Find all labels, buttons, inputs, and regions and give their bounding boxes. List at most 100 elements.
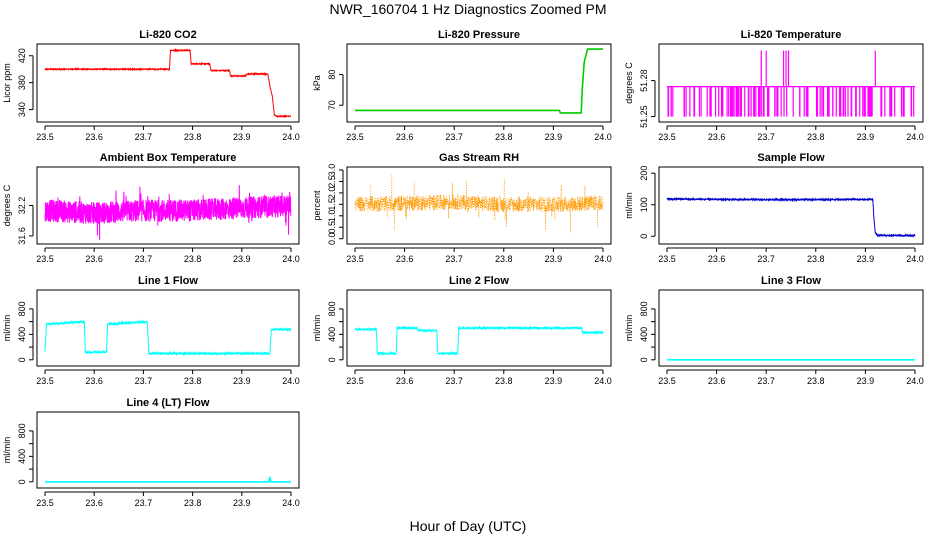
x-tick-label: 23.6 xyxy=(396,132,414,142)
plot-frame xyxy=(346,166,612,245)
data-series xyxy=(354,175,604,233)
x-tick-label: 23.5 xyxy=(36,498,54,508)
plot-frame xyxy=(36,411,300,489)
x-tick-label: 23.6 xyxy=(708,254,726,264)
y-tick-label: 0 xyxy=(639,357,649,362)
chart-title: Li-820 CO2 xyxy=(139,29,196,41)
y-tick-label: 340 xyxy=(17,102,27,117)
y-axis-label: ml/min xyxy=(2,437,12,464)
x-tick-label: 23.5 xyxy=(346,376,364,386)
figure-title: NWR_160704 1 Hz Diagnostics Zoomed PM xyxy=(329,1,607,17)
y-axis-label: ml/min xyxy=(2,315,12,342)
x-tick-label: 23.9 xyxy=(857,376,875,386)
x-tick-label: 23.9 xyxy=(233,498,251,508)
y-tick-label: 400 xyxy=(17,449,27,464)
chart-panel: Li-820 Pressure kPa 23.5 23.6 23.7 23.8 23.9 24… xyxy=(312,29,612,142)
plot-frame xyxy=(346,43,612,123)
x-tick-label: 24.0 xyxy=(906,254,924,264)
x-tick-label: 23.9 xyxy=(857,254,875,264)
y-axis-label: ml/min xyxy=(624,315,634,342)
y-tick-label: 420 xyxy=(17,48,27,63)
x-tick-label: 23.7 xyxy=(445,254,463,264)
x-tick-label: 23.9 xyxy=(233,376,251,386)
plot-frame xyxy=(658,289,924,367)
plot-frame xyxy=(36,166,300,245)
x-tick-label: 24.0 xyxy=(282,254,300,264)
x-tick-label: 23.5 xyxy=(346,254,364,264)
x-tick-label: 23.8 xyxy=(184,254,202,264)
chart-title: Line 3 Flow xyxy=(761,275,821,287)
x-tick-label: 24.0 xyxy=(594,132,612,142)
chart-title: Gas Stream RH xyxy=(439,152,519,164)
x-tick-label: 23.8 xyxy=(807,132,825,142)
data-series xyxy=(666,196,916,238)
x-tick-label: 23.9 xyxy=(545,376,563,386)
x-tick-label: 23.6 xyxy=(85,132,103,142)
plot-frame xyxy=(658,166,924,245)
x-tick-label: 23.8 xyxy=(807,254,825,264)
x-tick-label: 23.5 xyxy=(36,132,54,142)
chart-title: Line 1 Flow xyxy=(138,275,198,287)
plot-frame xyxy=(346,289,612,367)
x-tick-label: 23.9 xyxy=(545,254,563,264)
data-series xyxy=(355,48,603,114)
plot-frame xyxy=(36,289,300,367)
chart-title: Li-820 Pressure xyxy=(438,29,520,41)
chart-panel: Line 1 Flow ml/min 23.5 23.6 23.7 23.8 23.9 24.… xyxy=(2,275,300,386)
x-tick-label: 23.6 xyxy=(708,376,726,386)
chart-panel: Gas Stream RH percent 23.5 23.6 23.7 23.8 23.9… xyxy=(312,152,612,264)
x-tick-label: 23.5 xyxy=(36,254,54,264)
x-tick-label: 23.7 xyxy=(757,376,775,386)
y-axis-label: Licor ppm xyxy=(2,63,12,103)
x-tick-label: 23.9 xyxy=(545,132,563,142)
plot-frame xyxy=(36,43,300,123)
x-tick-label: 24.0 xyxy=(906,376,924,386)
x-tick-label: 23.9 xyxy=(857,132,875,142)
x-tick-label: 23.6 xyxy=(85,498,103,508)
y-tick-label: 200 xyxy=(639,166,649,181)
x-tick-label: 23.6 xyxy=(708,132,726,142)
y-tick-label: 51.28 xyxy=(639,69,649,92)
chart-panel: Li-820 Temperature degrees C 23.5 23.6 23.7 2… xyxy=(624,29,924,142)
y-tick-label: 31.6 xyxy=(17,227,27,245)
data-series xyxy=(44,185,292,240)
x-tick-label: 23.8 xyxy=(495,376,513,386)
y-tick-label: 2.5 xyxy=(327,175,337,188)
data-series xyxy=(44,319,292,357)
y-tick-label: 1.0 xyxy=(327,210,337,223)
data-series xyxy=(44,48,291,119)
x-tick-label: 23.9 xyxy=(233,254,251,264)
y-tick-label: 3.0 xyxy=(327,164,337,177)
y-tick-label: 70 xyxy=(327,100,337,110)
x-tick-label: 23.6 xyxy=(85,254,103,264)
y-axis-label: degrees C xyxy=(624,62,634,104)
y-tick-label: 0 xyxy=(17,357,27,362)
x-tick-label: 23.8 xyxy=(495,132,513,142)
x-tick-label: 24.0 xyxy=(282,132,300,142)
y-tick-label: 400 xyxy=(327,327,337,342)
x-tick-label: 23.8 xyxy=(807,376,825,386)
figure-x-axis-label: Hour of Day (UTC) xyxy=(409,518,527,534)
x-tick-label: 23.9 xyxy=(233,132,251,142)
chart-panel: Li-820 CO2 Licor ppm 23.5 23.6 23.7 23.8 23.9 2… xyxy=(2,29,300,142)
data-series xyxy=(667,50,915,117)
y-axis-label: degrees C xyxy=(2,184,12,226)
y-tick-label: 0.5 xyxy=(327,221,337,234)
x-tick-label: 23.5 xyxy=(658,254,676,264)
x-tick-label: 23.7 xyxy=(135,376,153,386)
y-axis-label: kPa xyxy=(312,75,322,91)
chart-panel: Line 2 Flow ml/min 23.5 23.6 23.7 23.8 23.9 24.… xyxy=(312,275,612,386)
y-tick-label: 1.5 xyxy=(327,198,337,211)
x-tick-label: 24.0 xyxy=(282,498,300,508)
x-tick-label: 23.7 xyxy=(757,132,775,142)
y-tick-label: 400 xyxy=(17,327,27,342)
x-tick-label: 23.6 xyxy=(396,376,414,386)
y-tick-label: 80 xyxy=(327,70,337,80)
chart-panel: Line 4 (LT) Flow ml/min 23.5 23.6 23.7 23.8 23… xyxy=(2,397,300,508)
x-tick-label: 23.5 xyxy=(36,376,54,386)
chart-panel: Sample Flow ml/min 23.5 23.6 23.7 23.8 23.9 24.… xyxy=(624,152,924,264)
x-tick-label: 24.0 xyxy=(594,254,612,264)
y-tick-label: 800 xyxy=(327,301,337,316)
chart-title: Line 4 (LT) Flow xyxy=(127,397,210,409)
